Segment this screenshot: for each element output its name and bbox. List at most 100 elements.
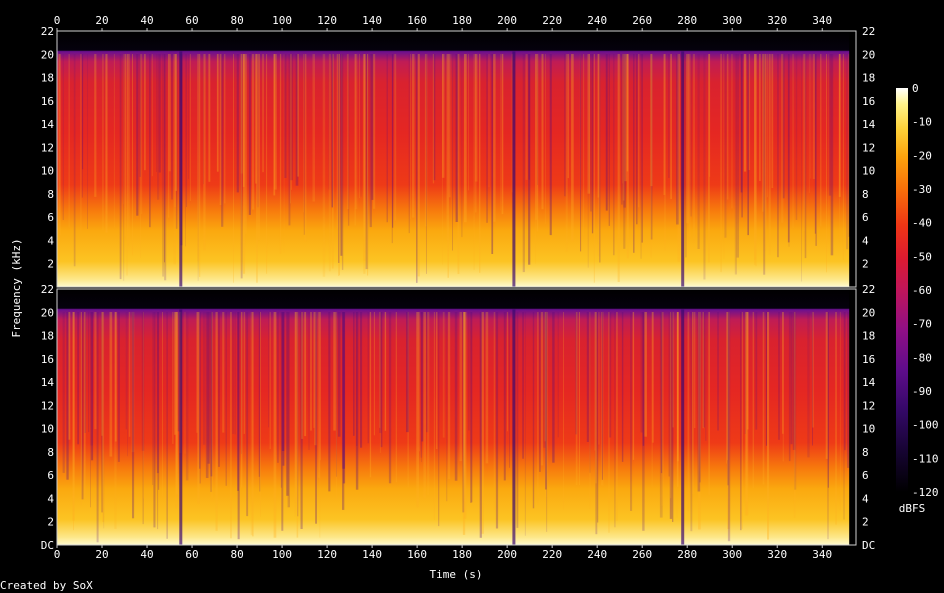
spectral-streak — [481, 312, 484, 534]
spectral-streak — [463, 312, 467, 519]
spectral-streak — [363, 54, 366, 261]
spectral-streak — [501, 54, 504, 215]
channel-1-frame — [56, 30, 857, 288]
spectral-streak — [338, 54, 340, 276]
colorbar-tick-label: -90 — [912, 385, 932, 398]
y-tick-label-right: 14 — [862, 376, 876, 389]
spectral-streak — [337, 312, 341, 437]
spectral-streak — [470, 312, 473, 503]
spectral-streak — [424, 54, 428, 227]
spectral-streak — [447, 312, 451, 480]
spectral-streak — [825, 312, 828, 459]
spectral-streak — [676, 54, 679, 225]
spectral-streak — [294, 312, 296, 517]
spectral-streak — [642, 312, 645, 531]
spectral-streak — [464, 54, 467, 223]
spectral-streak — [690, 54, 692, 217]
spectral-streak — [601, 312, 603, 480]
spectral-streak — [807, 312, 810, 458]
x-tick-label-top: 80 — [230, 14, 243, 27]
spectral-streak — [287, 312, 290, 508]
spectral-streak — [162, 312, 163, 497]
spectral-streak — [185, 54, 186, 247]
spectral-streak — [777, 54, 779, 258]
spectral-streak — [149, 54, 151, 228]
spectral-streak — [828, 54, 832, 196]
spectral-streak — [105, 54, 108, 233]
spectral-streak — [842, 54, 844, 260]
spectral-streak — [175, 54, 177, 191]
spectral-streak — [281, 312, 285, 451]
spectral-streak — [407, 312, 409, 488]
x-tick-label-bottom: 260 — [632, 548, 652, 561]
spectral-streak — [557, 312, 559, 438]
spectral-streak — [688, 54, 691, 237]
x-tick-label-top: 120 — [317, 14, 337, 27]
x-tick-label-top: 60 — [185, 14, 198, 27]
spectral-streak — [651, 312, 653, 487]
y-tick-label-left: 10 — [41, 423, 54, 436]
spectral-streak — [690, 312, 693, 532]
spectral-streak — [827, 312, 829, 488]
spectral-streak — [237, 312, 240, 540]
x-tick-label-top: 240 — [587, 14, 607, 27]
colorbar-tick-label: 0 — [912, 82, 919, 95]
spectral-streak — [300, 312, 303, 529]
spectral-streak — [438, 312, 440, 527]
spectral-streak — [360, 54, 362, 197]
spectral-streak — [539, 312, 541, 472]
spectral-streak — [328, 312, 331, 492]
spectral-streak — [197, 54, 199, 281]
spectral-streak — [288, 54, 291, 226]
spectral-streak — [644, 312, 647, 437]
spectral-streak — [565, 54, 568, 252]
spectral-streak — [766, 54, 769, 198]
spectral-streak — [727, 312, 731, 542]
y-tick-label-left: 6 — [47, 211, 54, 224]
spectral-streak — [109, 312, 113, 457]
spectral-streak — [290, 54, 291, 204]
x-tick-label-top: 40 — [140, 14, 153, 27]
spectral-streak — [537, 54, 538, 185]
spectral-streak — [473, 54, 475, 270]
spectral-streak — [88, 312, 90, 433]
x-tick-label-bottom: 180 — [452, 548, 472, 561]
spectral-streak — [291, 54, 292, 190]
spectral-streak — [328, 54, 330, 190]
spectral-streak — [795, 54, 798, 220]
y-tick-label-left: 14 — [41, 376, 55, 389]
spectral-streak — [660, 312, 663, 474]
spectral-streak — [365, 54, 369, 270]
spectral-streak — [127, 312, 128, 457]
colorbar-label: dBFS — [899, 502, 926, 515]
spectral-streak — [838, 54, 841, 197]
spectral-streak — [571, 54, 574, 242]
spectral-streak — [609, 312, 612, 438]
spectral-streak — [454, 312, 458, 481]
y-tick-label-right: 4 — [862, 235, 869, 248]
spectral-streak — [486, 54, 488, 223]
x-tick-label-bottom: 300 — [722, 548, 742, 561]
spectral-streak — [703, 312, 705, 428]
spectral-streak — [320, 312, 321, 461]
colorbar-tick-label: -100 — [912, 419, 939, 432]
spectral-streak — [595, 312, 597, 484]
x-tick-label-top: 260 — [632, 14, 652, 27]
spectral-streak — [598, 312, 600, 445]
spectral-streak — [152, 312, 154, 485]
spectral-streak — [442, 54, 445, 178]
spectral-streak — [251, 54, 255, 210]
x-tick-label-top: 140 — [362, 14, 382, 27]
spectral-streak — [290, 54, 293, 181]
spectral-streak — [567, 54, 569, 179]
spectral-streak — [622, 54, 625, 201]
spectral-streak — [549, 54, 552, 236]
spectral-streak — [745, 312, 749, 516]
spectral-streak — [827, 312, 829, 540]
spectral-streak — [136, 54, 139, 216]
spectral-streak — [726, 54, 729, 200]
spectral-streak — [296, 312, 299, 538]
y-tick-label-right: 20 — [862, 306, 875, 319]
spectral-streak — [734, 54, 737, 275]
